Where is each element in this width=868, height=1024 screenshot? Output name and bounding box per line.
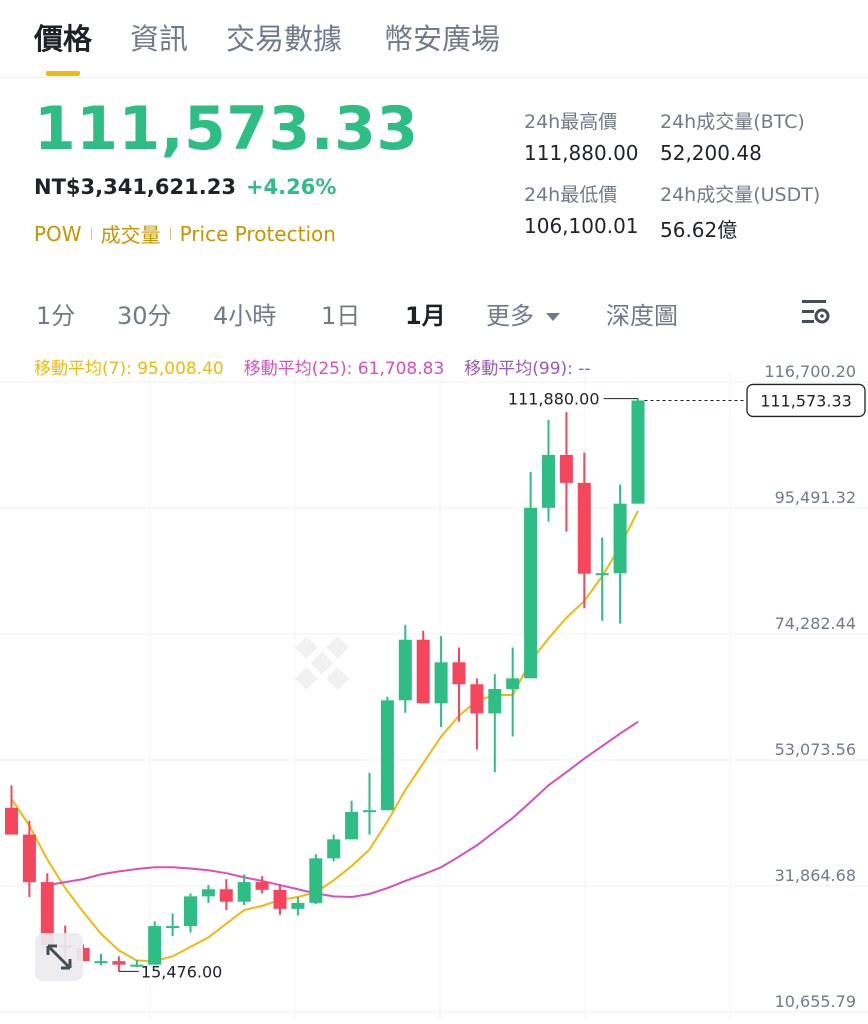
price-change-percent: +4.26%	[245, 175, 337, 199]
moving-average-lines	[10, 510, 639, 963]
candle-up	[327, 839, 341, 859]
tag-row: POW 成交量 Price Protection	[34, 219, 336, 248]
candle-down	[470, 684, 484, 714]
candle-up	[309, 858, 323, 903]
more-label: 更多	[486, 302, 534, 330]
candle-down	[273, 889, 287, 909]
stat-24h-volume-usdt: 24h成交量(USDT) 56.62億	[660, 180, 820, 243]
ma25-line	[47, 720, 639, 898]
price-axis-label: 53,073.56	[775, 740, 856, 759]
candle-up	[291, 902, 305, 909]
candle-up	[201, 889, 215, 897]
tab-trading-data[interactable]: 交易數據	[226, 22, 343, 56]
candle-down	[255, 882, 269, 890]
timeframe-30m[interactable]: 30分	[117, 302, 172, 330]
candle-up	[363, 810, 376, 813]
stat-24h-volume-btc: 24h成交量(BTC) 52,200.48	[660, 107, 805, 165]
candle-up	[488, 689, 502, 714]
exchange-watermark	[295, 636, 349, 690]
candle-down	[577, 482, 591, 574]
candle-down	[40, 882, 54, 946]
ma25-value: 移動平均(25): 61,708.83	[243, 359, 445, 379]
expand-icon	[46, 944, 72, 970]
stat-value: 52,200.48	[660, 141, 762, 165]
fiat-price-row: NT$3,341,621.23 +4.26%	[34, 175, 336, 199]
candle-up	[506, 678, 520, 690]
tag-pow[interactable]: POW	[34, 221, 82, 246]
candle-up	[542, 454, 555, 508]
ma-legend: 移動平均(7): 95,008.40 移動平均(25): 61,708.83 移動平…	[34, 354, 591, 379]
dropdown-caret-icon	[546, 313, 560, 321]
candle-up	[398, 639, 412, 701]
candle-down	[559, 454, 573, 483]
candles	[5, 398, 645, 972]
chart-settings-icon[interactable]	[800, 297, 832, 327]
current-price-label: 111,573.33	[760, 391, 852, 410]
tab-binance-square[interactable]: 幣安廣場	[384, 22, 501, 56]
stat-label: 24h最低價	[524, 184, 618, 206]
high-price-label: 111,880.00	[508, 390, 600, 409]
price-axis: 116,700.20 95,491.32 74,282.44 53,073.56 31,…	[764, 362, 856, 1011]
tag-price-protection[interactable]: Price Protection	[179, 221, 336, 246]
timeframe-more-dropdown[interactable]: 更多	[486, 296, 560, 331]
candle-up	[380, 700, 394, 811]
tab-info[interactable]: 資訊	[130, 22, 189, 56]
candle-down	[112, 961, 126, 965]
candlestick-chart[interactable]: 116,700.20 95,491.32 74,282.44 53,073.56 31,…	[0, 340, 868, 1024]
candle-up	[345, 812, 359, 840]
timeframe-1month[interactable]: 1月	[405, 302, 446, 330]
stat-label: 24h最高價	[524, 111, 618, 133]
fiat-price: NT$3,341,621.23	[34, 175, 236, 199]
candle-down	[219, 889, 233, 902]
low-price-label: 15,476.00	[141, 962, 222, 981]
price-axis-label: 74,282.44	[775, 614, 856, 633]
expand-chart-button[interactable]	[35, 933, 83, 981]
depth-chart-tab[interactable]: 深度圖	[606, 302, 678, 330]
tab-price[interactable]: 價格	[34, 22, 93, 56]
price-axis-label: 116,700.20	[764, 362, 856, 381]
last-price: 111,573.33	[34, 94, 419, 164]
ma7-line	[10, 510, 639, 963]
stat-value: 106,100.01	[524, 214, 639, 238]
candle-up	[524, 507, 538, 679]
price-axis-label: 95,491.32	[775, 488, 856, 507]
active-tab-indicator	[46, 71, 80, 76]
stat-value: 111,880.00	[524, 141, 639, 165]
candle-up	[166, 926, 180, 929]
candle-down	[22, 834, 36, 883]
chart-grid	[0, 370, 868, 1020]
candle-up	[595, 573, 609, 576]
ma7-value: 移動平均(7): 95,008.40	[34, 359, 224, 379]
stat-label: 24h成交量(USDT)	[660, 184, 821, 206]
candle-up	[237, 882, 251, 902]
candle-down	[452, 662, 466, 685]
timeframe-1m[interactable]: 1分	[36, 302, 76, 330]
price-axis-label: 31,864.68	[775, 866, 856, 885]
stat-label: 24h成交量(BTC)	[660, 111, 805, 133]
timeframe-4h[interactable]: 4小時	[213, 302, 277, 330]
candle-up	[631, 400, 645, 504]
top-tab-bar: 價格 資訊 交易數據 幣安廣場	[0, 0, 868, 78]
candle-down	[5, 807, 18, 835]
ma99-value: 移動平均(99): --	[464, 359, 591, 379]
price-markers: 111,880.00 111,573.33 15,476.00	[118, 383, 866, 981]
price-axis-label: 10,655.79	[775, 992, 856, 1011]
candle-up	[613, 503, 627, 574]
tag-volume[interactable]: 成交量	[100, 223, 161, 247]
candle-up	[94, 961, 108, 964]
stat-24h-high: 24h最高價 111,880.00	[524, 107, 639, 165]
stat-value: 56.62億	[660, 218, 738, 242]
candle-up	[434, 662, 448, 704]
candle-up	[148, 926, 162, 965]
tag-divider	[169, 227, 171, 240]
timeframe-1d[interactable]: 1日	[321, 302, 361, 330]
candle-down	[416, 639, 430, 704]
current-price-box	[746, 383, 866, 418]
tag-divider	[90, 227, 92, 240]
candle-up	[130, 964, 144, 967]
candle-up	[184, 896, 197, 927]
stat-24h-low: 24h最低價 106,100.01	[524, 180, 639, 238]
